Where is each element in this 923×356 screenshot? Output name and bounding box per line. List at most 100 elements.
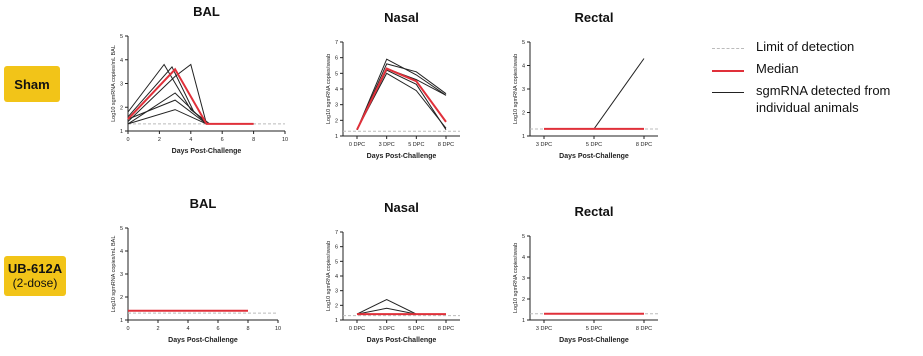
y-tick-label: 5 bbox=[120, 34, 123, 40]
x-axis-label: Days Post-Challenge bbox=[559, 337, 629, 344]
legend-label: Limit of detection bbox=[756, 39, 855, 54]
y-tick-label: 3 bbox=[120, 82, 123, 88]
individual-animal-line bbox=[127, 109, 207, 125]
x-tick-label: 8 DPC bbox=[438, 142, 454, 148]
individual-animal-line bbox=[127, 92, 207, 125]
y-tick-label: 6 bbox=[335, 245, 338, 251]
y-tick-label: 7 bbox=[335, 40, 338, 46]
y-tick-label: 4 bbox=[522, 255, 525, 261]
chart-title: Nasal bbox=[384, 10, 419, 25]
chart-panel: Rectal 1 2 3 4 5 3 DPC 5 DPC 8 DPC Days Post-Chal… bbox=[513, 204, 658, 344]
y-axis-label: Log10 sgmRNA copies/swab bbox=[326, 54, 332, 124]
x-tick-label: 0 bbox=[126, 326, 129, 332]
row-label-subtext: (2-dose) bbox=[12, 276, 58, 290]
x-tick-label: 3 DPC bbox=[536, 326, 552, 332]
chart-title: Rectal bbox=[574, 10, 613, 25]
individual-animal-line bbox=[127, 99, 207, 125]
y-tick-label: 5 bbox=[335, 259, 338, 265]
y-axis-label: Log10 sgmRNA copies/mL BAL bbox=[111, 45, 117, 122]
y-tick-label: 5 bbox=[120, 226, 123, 232]
y-tick-label: 4 bbox=[335, 274, 338, 280]
individual-animal-line bbox=[127, 63, 207, 125]
x-tick-label: 8 bbox=[246, 326, 249, 332]
legend-swatch-individual bbox=[712, 92, 744, 93]
x-axis-label: Days Post-Challenge bbox=[367, 337, 437, 344]
x-tick-label: 8 DPC bbox=[636, 142, 652, 148]
y-tick-label: 2 bbox=[120, 295, 123, 301]
y-axis-label: Log10 sgmRNA copies/swab bbox=[326, 241, 332, 311]
row-label-sham: Sham bbox=[4, 66, 60, 102]
x-axis-label: Days Post-Challenge bbox=[172, 148, 242, 155]
y-axis-label: Log10 sgmRNA copies/swab bbox=[513, 54, 519, 124]
y-tick-label: 4 bbox=[522, 64, 525, 70]
legend-item-median: Median bbox=[706, 60, 921, 82]
x-tick-label: 5 DPC bbox=[408, 326, 424, 332]
y-tick-label: 4 bbox=[120, 58, 123, 64]
x-axis-label: Days Post-Challenge bbox=[168, 337, 238, 344]
chart-panel: Rectal 1 2 3 4 5 3 DPC 5 DPC 8 DPC Days Post-Chal… bbox=[513, 10, 658, 160]
median-line bbox=[127, 67, 254, 125]
chart-title: BAL bbox=[193, 4, 220, 19]
x-tick-label: 8 DPC bbox=[636, 326, 652, 332]
y-tick-label: 2 bbox=[120, 105, 123, 111]
legend-item-individual: sgmRNA detected from individual animals bbox=[706, 82, 921, 115]
y-tick-label: 1 bbox=[335, 318, 338, 324]
legend-swatch-lod bbox=[712, 48, 744, 49]
chart-title: BAL bbox=[190, 196, 217, 211]
legend: Limit of detection Median sgmRNA detecte… bbox=[706, 38, 921, 115]
x-tick-label: 10 bbox=[282, 137, 288, 143]
y-tick-label: 2 bbox=[522, 111, 525, 117]
y-tick-label: 3 bbox=[120, 272, 123, 278]
legend-label: Median bbox=[756, 61, 799, 76]
y-tick-label: 1 bbox=[522, 318, 525, 324]
y-tick-label: 6 bbox=[335, 56, 338, 62]
x-tick-label: 6 bbox=[216, 326, 219, 332]
y-tick-label: 3 bbox=[522, 276, 525, 282]
x-tick-label: 0 bbox=[126, 137, 129, 143]
y-axis-label: Log10 sgmRNA copies/swab bbox=[513, 243, 519, 313]
x-tick-label: 5 DPC bbox=[408, 142, 424, 148]
legend-label: sgmRNA detected from individual animals bbox=[756, 83, 891, 115]
individual-animal-line bbox=[127, 63, 254, 125]
individual-animal-line bbox=[356, 58, 447, 130]
y-tick-label: 2 bbox=[335, 303, 338, 309]
y-axis-label: Log10 sgmRNA copies/mL BAL bbox=[111, 236, 117, 313]
x-tick-label: 8 bbox=[252, 137, 255, 143]
x-tick-label: 5 DPC bbox=[586, 142, 602, 148]
row-label-text: Sham bbox=[14, 76, 50, 92]
y-tick-label: 2 bbox=[335, 118, 338, 124]
x-tick-label: 5 DPC bbox=[586, 326, 602, 332]
x-tick-label: 3 DPC bbox=[379, 142, 395, 148]
chart-title: Rectal bbox=[574, 204, 613, 219]
x-tick-label: 2 bbox=[156, 326, 159, 332]
y-tick-label: 1 bbox=[522, 134, 525, 140]
y-tick-label: 1 bbox=[335, 134, 338, 140]
y-tick-label: 4 bbox=[120, 249, 123, 255]
y-tick-label: 7 bbox=[335, 230, 338, 236]
y-tick-label: 5 bbox=[335, 71, 338, 77]
individual-animal-line bbox=[356, 72, 447, 130]
individual-animal-line bbox=[544, 58, 645, 130]
row-label-text: UB-612A bbox=[7, 261, 63, 276]
y-tick-label: 5 bbox=[522, 234, 525, 240]
y-tick-label: 5 bbox=[522, 40, 525, 46]
y-tick-label: 1 bbox=[120, 318, 123, 324]
legend-swatch-median bbox=[712, 70, 744, 72]
y-tick-label: 4 bbox=[335, 87, 338, 93]
x-tick-label: 3 DPC bbox=[379, 326, 395, 332]
median-line bbox=[356, 67, 447, 131]
y-tick-label: 3 bbox=[335, 289, 338, 295]
x-tick-label: 0 DPC bbox=[349, 326, 365, 332]
chart-panel: BAL 1 2 3 4 5 0 2 4 6 8 10 Days Post-Challenge Log10 … bbox=[111, 196, 281, 344]
x-tick-label: 6 bbox=[221, 137, 224, 143]
individual-animal-line bbox=[356, 63, 447, 130]
individual-animal-line bbox=[127, 66, 210, 125]
x-tick-label: 4 bbox=[186, 326, 189, 332]
x-axis-label: Days Post-Challenge bbox=[367, 153, 437, 160]
x-tick-label: 2 bbox=[158, 137, 161, 143]
row-label-ub612a: UB-612A (2-dose) bbox=[4, 256, 66, 296]
y-tick-label: 2 bbox=[522, 297, 525, 303]
